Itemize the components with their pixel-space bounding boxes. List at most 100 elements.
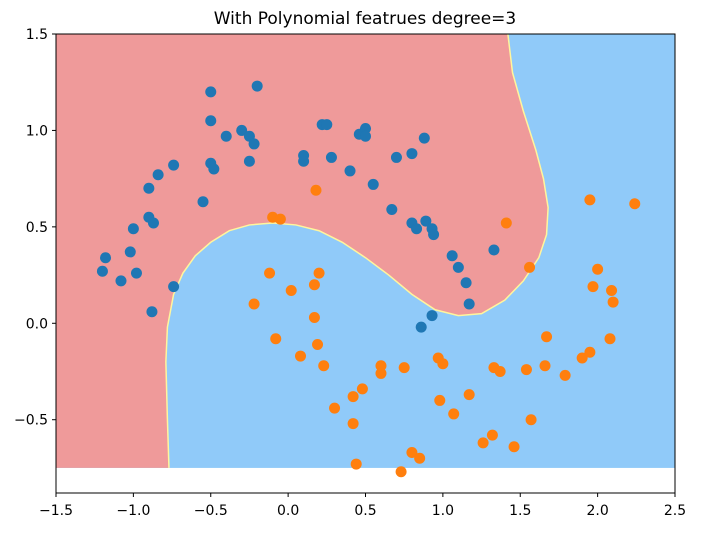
- scatter-point-class-1: [584, 346, 596, 358]
- scatter-point-class-1: [375, 367, 387, 379]
- scatter-point-class-0: [208, 163, 220, 175]
- scatter-point-class-0: [220, 130, 232, 142]
- scatter-point-class-0: [367, 178, 379, 190]
- scatter-point-class-1: [604, 333, 616, 345]
- y-tick-label: 0.5: [26, 220, 48, 236]
- scatter-point-class-1: [308, 312, 320, 323]
- scatter-point-class-1: [541, 331, 553, 343]
- scatter-point-class-1: [559, 369, 571, 381]
- scatter-point-class-1: [539, 360, 551, 372]
- scatter-point-class-0: [205, 115, 217, 127]
- x-tick-label: −1.5: [39, 503, 73, 519]
- scatter-point-class-0: [197, 196, 209, 208]
- scatter-point-class-1: [477, 437, 489, 449]
- scatter-point-class-0: [168, 281, 180, 293]
- scatter-point-class-0: [390, 151, 402, 163]
- scatter-point-class-0: [426, 310, 438, 322]
- scatter-point-class-1: [375, 360, 387, 372]
- scatter-point-class-0: [386, 204, 398, 215]
- scatter-point-class-1: [318, 360, 330, 372]
- scatter-point-class-0: [205, 86, 217, 98]
- scatter-point-class-0: [236, 124, 248, 136]
- scatter-point-class-1: [437, 358, 449, 370]
- scatter-point-class-1: [524, 261, 536, 273]
- scatter-point-class-0: [428, 229, 440, 241]
- scatter-point-class-1: [356, 383, 368, 395]
- scatter-point-class-0: [143, 182, 155, 194]
- x-tick-label: −0.5: [194, 503, 228, 519]
- scatter-point-class-0: [152, 169, 164, 181]
- chart-title: With Polynomial featrues degree=3: [214, 9, 516, 29]
- scatter-point-class-1: [270, 333, 282, 345]
- scatter-point-class-0: [415, 321, 427, 333]
- scatter-point-class-0: [96, 265, 108, 277]
- scatter-point-class-0: [406, 148, 418, 160]
- scatter-point-class-1: [329, 402, 341, 414]
- scatter-point-class-0: [168, 159, 180, 171]
- y-tick-label: −0.5: [14, 413, 48, 429]
- decision-boundary: [165, 33, 549, 468]
- scatter-point-class-0: [360, 130, 371, 142]
- scatter-point-class-0: [146, 306, 158, 318]
- scatter-point-class-0: [130, 267, 142, 279]
- x-tick-label: 2.0: [586, 503, 608, 519]
- scatter-point-class-1: [463, 389, 475, 401]
- scatter-point-class-1: [406, 447, 418, 458]
- scatter-point-class-1: [350, 458, 362, 470]
- scatter-point-class-0: [411, 223, 423, 235]
- scatter-point-class-0: [248, 138, 260, 150]
- scatter-point-class-1: [448, 408, 460, 420]
- scatter-point-class-1: [310, 184, 322, 196]
- scatter-point-class-1: [313, 267, 325, 279]
- scatter-point-class-1: [434, 394, 446, 406]
- scatter-point-class-1: [486, 429, 498, 441]
- scatter-point-class-0: [420, 215, 432, 227]
- scatter-point-class-0: [418, 132, 430, 144]
- scatter-point-class-0: [488, 244, 500, 256]
- scatter-point-class-1: [520, 364, 532, 376]
- scatter-point-class-1: [508, 441, 520, 453]
- scatter-point-class-1: [500, 217, 512, 229]
- axes: −1.5 −1.0 −0.5 0.0 0.5 1.0 1.5 2.0 2.5 −0.5 0.0 0.5…: [14, 27, 686, 519]
- x-tick-label: 1.0: [432, 503, 454, 519]
- plot-area: [56, 33, 675, 478]
- y-tick-label: 1.5: [26, 27, 48, 43]
- scatter-point-class-0: [115, 275, 127, 287]
- scatter-point-class-1: [525, 414, 537, 426]
- scatter-point-class-0: [100, 252, 112, 264]
- x-tick-label: 1.5: [509, 503, 531, 519]
- x-tick-label: 0.5: [354, 503, 376, 519]
- scatter-point-class-0: [452, 261, 464, 273]
- scatter-point-class-1: [264, 267, 276, 279]
- scatter-point-class-0: [124, 246, 136, 258]
- scatter-point-class-1: [587, 281, 599, 293]
- x-tick-label: −1.0: [116, 503, 150, 519]
- scatter-point-class-0: [460, 277, 472, 289]
- scatter-point-class-1: [494, 366, 506, 377]
- scatter-point-class-1: [607, 296, 619, 308]
- y-tick-label: 1.0: [26, 123, 48, 139]
- scatter-point-class-1: [576, 352, 588, 364]
- scatter-point-class-1: [248, 298, 260, 310]
- scatter-point-class-1: [398, 362, 410, 374]
- scatter-point-class-0: [344, 165, 356, 177]
- scatter-point-class-0: [360, 123, 371, 134]
- scatter-point-class-0: [127, 223, 139, 235]
- y-tick-label: 0.0: [26, 316, 48, 332]
- scatter-point-class-1: [606, 285, 618, 296]
- scatter-point-class-1: [308, 279, 320, 291]
- scatter-point-class-1: [592, 263, 604, 275]
- scatter-point-class-0: [243, 155, 255, 167]
- scatter-point-class-1: [584, 194, 596, 206]
- scatter-point-class-1: [312, 339, 324, 350]
- scatter-point-class-1: [285, 285, 297, 296]
- scatter-point-class-1: [274, 213, 286, 225]
- scatter-point-class-0: [325, 151, 337, 163]
- scatter-point-class-0: [298, 155, 310, 167]
- scatter-point-class-1: [414, 452, 426, 464]
- scatter-point-class-1: [629, 198, 641, 210]
- x-tick-label: 2.5: [664, 503, 686, 519]
- scatter-point-class-0: [251, 80, 263, 92]
- scatter-point-class-0: [321, 119, 333, 131]
